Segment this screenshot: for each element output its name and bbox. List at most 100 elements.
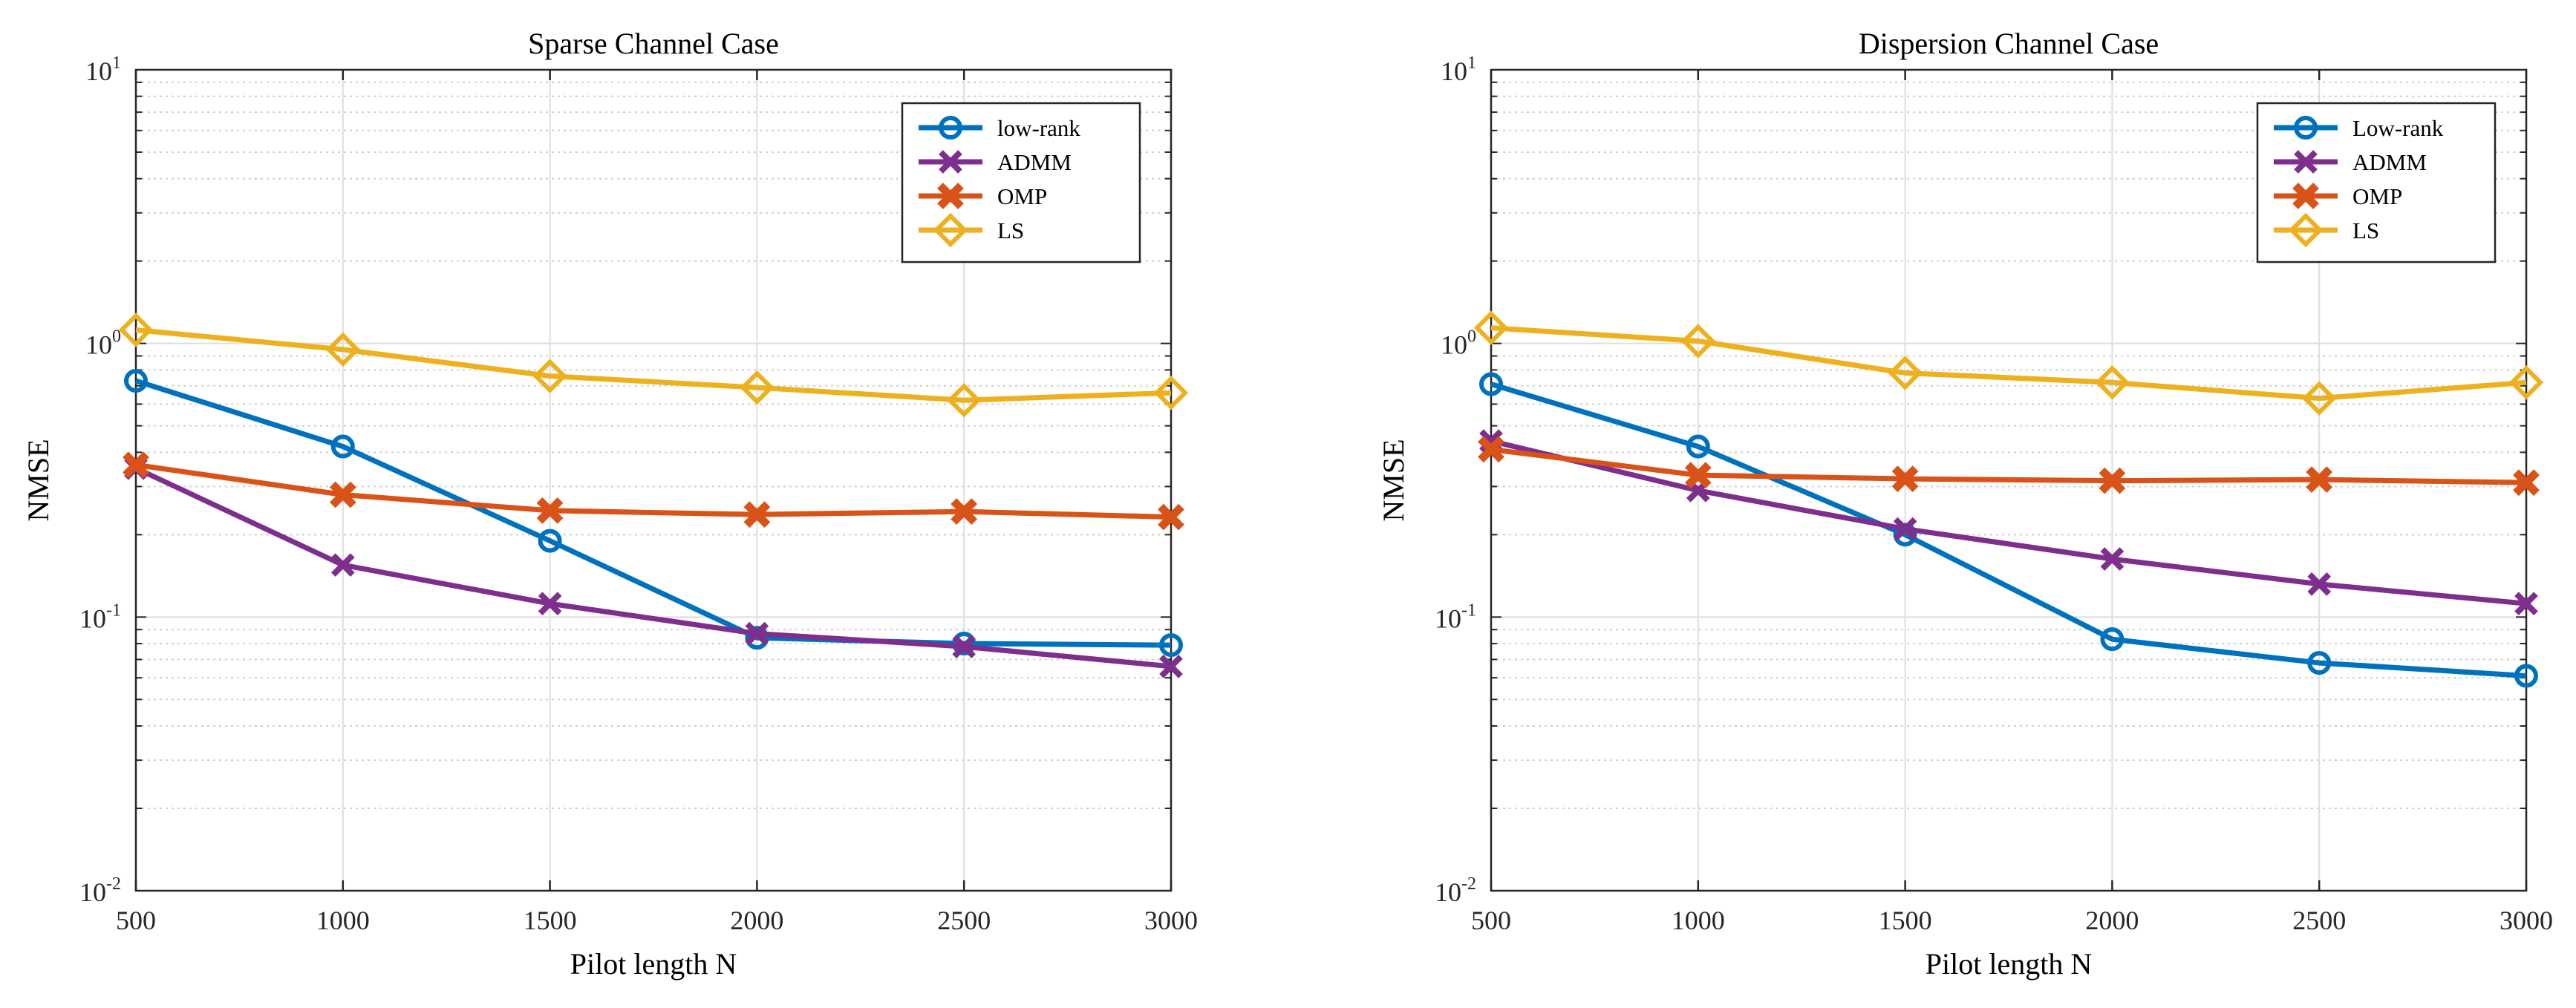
- series-low-rank: [1479, 372, 2538, 688]
- series-ls: [118, 312, 1189, 418]
- y-tick-label: 10-2: [1435, 874, 1476, 907]
- chart-panel-1: 500 1000 1500 2000 2500 3000 10-2 10-1 100 101 Spa…: [22, 27, 1198, 981]
- series-omp: [123, 451, 1184, 531]
- series-line: [1490, 438, 2527, 606]
- series-line: [1490, 446, 2527, 485]
- x-tick-label: 1500: [1879, 906, 1932, 935]
- series-line: [1490, 382, 2527, 678]
- y-tick-label: 10-2: [79, 874, 121, 907]
- chart-title: Dispersion Channel Case: [1859, 27, 2159, 60]
- y-tick-label: 100: [85, 327, 121, 360]
- data-point: [536, 497, 564, 524]
- y-tick-label: 101: [85, 53, 121, 86]
- y-axis-label: NMSE: [22, 439, 55, 521]
- legend-label: OMP: [997, 183, 1047, 209]
- chart-title: Sparse Channel Case: [528, 27, 779, 60]
- data-point: [1158, 503, 1184, 531]
- data-point: [950, 498, 978, 526]
- data-point: [1153, 375, 1189, 410]
- data-point: [123, 451, 149, 479]
- y-axis-label: NMSE: [1377, 439, 1410, 521]
- data-point: [2301, 381, 2337, 416]
- legend-marker: [2292, 183, 2319, 209]
- data-point: [1686, 434, 1710, 459]
- data-point: [1893, 517, 1917, 541]
- data-point: [2306, 466, 2333, 493]
- data-point: [1891, 465, 1919, 492]
- x-tick-label: 500: [1471, 906, 1511, 935]
- data-point: [2100, 627, 2125, 652]
- y-tick-label: 10-1: [79, 600, 121, 633]
- x-tick-label: 2500: [937, 906, 991, 935]
- data-point: [1479, 372, 1503, 396]
- x-tick-label: 1500: [524, 906, 577, 935]
- data-point: [2100, 547, 2125, 571]
- x-tick-label: 2500: [2292, 906, 2346, 935]
- x-axis-label: Pilot length N: [570, 947, 737, 981]
- data-point: [538, 528, 562, 553]
- data-point: [1478, 436, 1504, 463]
- legend-label: OMP: [2352, 183, 2402, 209]
- series-low-rank: [124, 369, 1183, 658]
- y-tick-label: 10-1: [1435, 600, 1476, 633]
- legend-marker: [933, 212, 968, 248]
- y-tick-label: 101: [1441, 53, 1476, 86]
- x-tick-label: 2000: [2085, 906, 2139, 935]
- data-point: [743, 501, 771, 528]
- data-point: [2514, 592, 2538, 616]
- x-tick-label: 500: [116, 906, 156, 935]
- series-line: [134, 465, 1172, 670]
- series-ls: [1473, 310, 2544, 416]
- legend-label: low-rank: [997, 115, 1080, 141]
- data-point: [329, 481, 356, 508]
- data-point: [1159, 655, 1183, 678]
- axes-box: [134, 68, 1173, 892]
- data-point: [330, 434, 355, 459]
- series-line: [134, 378, 1172, 648]
- legend-label: LS: [2352, 217, 2379, 243]
- legend-label: Low-rank: [2352, 115, 2444, 141]
- data-point: [1684, 462, 1712, 489]
- legend-item: LS: [2274, 212, 2379, 248]
- legend-item: ADMM: [919, 149, 1072, 175]
- legend-marker: [939, 150, 962, 174]
- legend-marker: [2288, 212, 2324, 248]
- data-point: [532, 359, 567, 393]
- data-point: [2307, 572, 2332, 596]
- series-line: [1490, 325, 2527, 402]
- data-point: [2307, 651, 2332, 675]
- legend-item: LS: [919, 212, 1024, 248]
- series-omp: [1478, 436, 2540, 497]
- data-point: [946, 382, 982, 418]
- y-tick-label: 100: [1441, 327, 1476, 360]
- legend-item: Low-rank: [2274, 115, 2444, 141]
- legend-marker: [2294, 150, 2318, 174]
- legend-item: ADMM: [2274, 149, 2427, 175]
- x-tick-label: 1000: [316, 906, 370, 935]
- data-point: [1159, 633, 1183, 658]
- data-point: [330, 553, 355, 577]
- data-point: [1888, 356, 1923, 390]
- data-point: [952, 635, 976, 658]
- legend: low-rank ADMM OMP LS: [901, 102, 1141, 264]
- x-tick-label: 2000: [730, 906, 783, 935]
- legend-item: OMP: [2274, 183, 2402, 209]
- data-point: [2514, 664, 2538, 688]
- legend-item: OMP: [919, 183, 1047, 209]
- legend-item: low-rank: [919, 115, 1080, 141]
- data-point: [2099, 467, 2126, 494]
- legend-label: ADMM: [2352, 149, 2427, 175]
- x-tick-label: 1000: [1672, 906, 1725, 935]
- data-point: [2095, 365, 2130, 400]
- data-point: [1473, 310, 1509, 345]
- legend-label: ADMM: [997, 149, 1072, 175]
- data-point: [1680, 324, 1716, 359]
- data-point: [538, 592, 562, 616]
- data-point: [2513, 469, 2540, 497]
- series-line: [135, 327, 1172, 403]
- x-tick-label: 3000: [1144, 906, 1198, 935]
- data-point: [2508, 365, 2544, 400]
- legend: Low-rank ADMM OMP LS: [2256, 102, 2497, 264]
- legend-marker: [2294, 116, 2318, 140]
